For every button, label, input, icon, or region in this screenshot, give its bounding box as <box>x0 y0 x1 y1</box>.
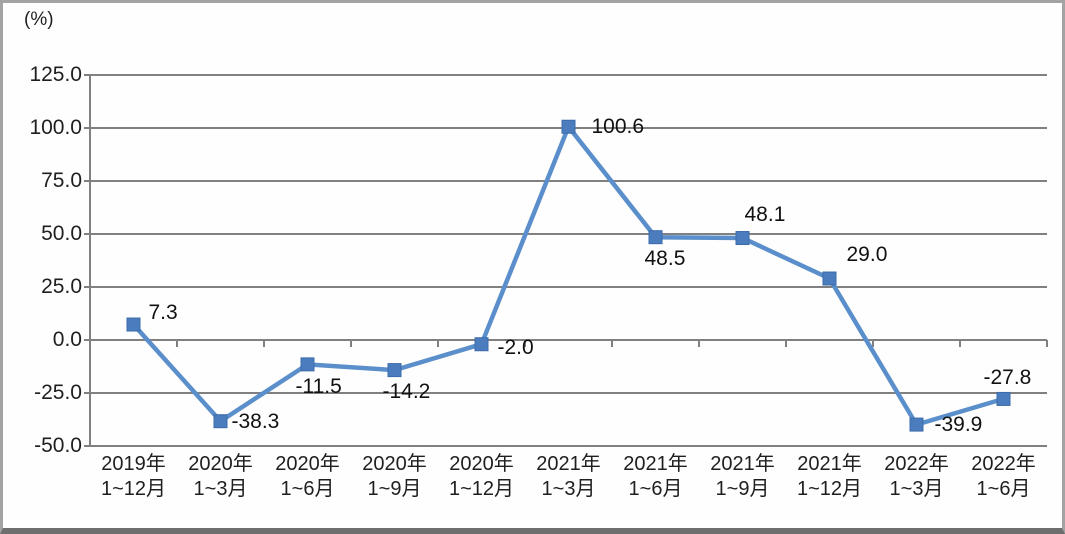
x-tick-label-year: 2019年 <box>101 453 166 475</box>
series-line <box>131 122 1006 428</box>
x-tick-label: 2020年 1~9月 <box>347 452 443 502</box>
x-tick-label-months: 1~12月 <box>796 478 863 500</box>
x-tick-label-year: 2021年 <box>536 453 601 475</box>
x-tick-label-year: 2022年 <box>884 453 949 475</box>
line-chart-svg <box>84 74 1048 447</box>
y-tick-label: -50.0 <box>34 434 82 457</box>
x-tick-label-year: 2020年 <box>188 453 253 475</box>
data-point-label: -27.8 <box>983 365 1032 389</box>
y-tick-label: 125.0 <box>29 63 82 86</box>
data-point-label: -39.9 <box>934 412 983 436</box>
x-tick-label-year: 2021年 <box>710 453 775 475</box>
y-tick-label: 100.0 <box>29 116 82 139</box>
data-point-marker <box>126 317 141 332</box>
data-point-marker <box>300 357 315 372</box>
x-tick-label: 2020年 1~3月 <box>173 452 269 502</box>
x-tick-label-months: 1~6月 <box>280 478 335 500</box>
data-point-marker <box>213 414 228 429</box>
x-tick-label-months: 1~9月 <box>367 478 422 500</box>
y-tick-label: 25.0 <box>41 275 82 298</box>
data-point-marker <box>474 337 489 352</box>
x-tick-label: 2021年 1~12月 <box>782 452 878 502</box>
data-point-marker <box>822 271 837 286</box>
x-tick-label-months: 1~6月 <box>976 478 1031 500</box>
plot-area <box>84 74 1048 447</box>
x-tick-label-months: 1~3月 <box>193 478 248 500</box>
x-tick-label: 2021年 1~9月 <box>695 452 791 502</box>
x-tick-label-months: 1~3月 <box>889 478 944 500</box>
data-point-label: 100.6 <box>591 114 645 138</box>
x-tick-label-months: 1~12月 <box>100 478 167 500</box>
data-point-marker <box>909 417 924 432</box>
y-tick-label: 75.0 <box>41 169 82 192</box>
x-tick-label-months: 1~3月 <box>541 478 596 500</box>
x-tick-label: 2020年 1~12月 <box>434 452 530 502</box>
x-tick-label-year: 2021年 <box>623 453 688 475</box>
y-axis-unit-label: (%) <box>24 9 54 30</box>
data-point-label: 48.5 <box>644 247 686 271</box>
data-point-label: -11.5 <box>295 375 342 399</box>
x-tick-label: 2022年 1~3月 <box>869 452 965 502</box>
x-tick-label: 2020年 1~6月 <box>260 452 356 502</box>
data-point-label: 29.0 <box>846 242 888 266</box>
data-point-label: -14.2 <box>382 380 431 404</box>
data-point-marker <box>648 230 663 245</box>
y-tick-label: -25.0 <box>34 381 82 404</box>
x-tick-label-months: 1~9月 <box>715 478 770 500</box>
data-point-label: 7.3 <box>148 300 178 324</box>
x-tick-label: 2021年 1~6月 <box>608 452 704 502</box>
data-point-label: 48.1 <box>744 203 786 227</box>
data-point-marker <box>735 231 750 246</box>
x-tick-label: 2021年 1~3月 <box>521 452 617 502</box>
y-tick-label: 0.0 <box>52 328 82 351</box>
x-tick-label-year: 2020年 <box>275 453 340 475</box>
x-tick-label-months: 1~12月 <box>448 478 515 500</box>
x-tick-label-year: 2020年 <box>449 453 514 475</box>
x-tick-label-year: 2021年 <box>797 453 862 475</box>
y-tick-label: 50.0 <box>41 222 82 245</box>
data-point-label: -38.3 <box>231 410 280 434</box>
x-tick-label-year: 2022年 <box>971 453 1036 475</box>
x-tick-label: 2019年 1~12月 <box>86 452 182 502</box>
data-point-label: -2.0 <box>497 336 534 360</box>
data-point-marker <box>561 119 576 134</box>
x-tick-label-months: 1~6月 <box>628 478 683 500</box>
x-tick-label: 2022年 1~6月 <box>956 452 1052 502</box>
x-tick-label-year: 2020年 <box>362 453 427 475</box>
data-point-marker <box>387 363 402 378</box>
data-point-marker <box>996 391 1011 406</box>
